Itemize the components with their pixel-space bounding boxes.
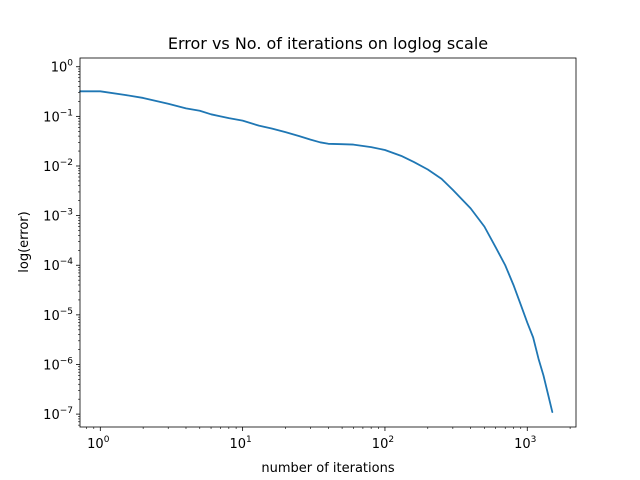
x-tick-label: 102 [372, 435, 394, 452]
chart-title: Error vs No. of iterations on loglog sca… [168, 34, 488, 53]
y-tick-label: 10−7 [43, 406, 73, 423]
x-axis-label: number of iterations [261, 461, 394, 476]
y-axis: 100 10−1 10−2 10−3 10−4 10−5 10−6 10−7 [43, 59, 80, 426]
x-tick-label: 103 [514, 435, 536, 452]
y-tick-label: 10−4 [43, 257, 73, 274]
y-tick-label: 10−3 [43, 208, 73, 225]
y-tick-label: 10−6 [43, 356, 73, 373]
x-tick-label: 101 [229, 435, 251, 452]
y-tick-label: 10−5 [43, 307, 73, 324]
y-tick-label: 10−2 [43, 158, 73, 175]
series-layer [79, 90, 554, 413]
y-tick-label: 10−1 [43, 108, 73, 125]
x-axis: 100 101 102 103 [86, 427, 571, 452]
x-tick-label: 100 [87, 435, 110, 452]
plot-frame [79, 57, 577, 428]
y-axis-label: log(error) [17, 211, 32, 272]
series-line-0 [79, 90, 554, 413]
y-tick-label: 100 [51, 59, 74, 76]
